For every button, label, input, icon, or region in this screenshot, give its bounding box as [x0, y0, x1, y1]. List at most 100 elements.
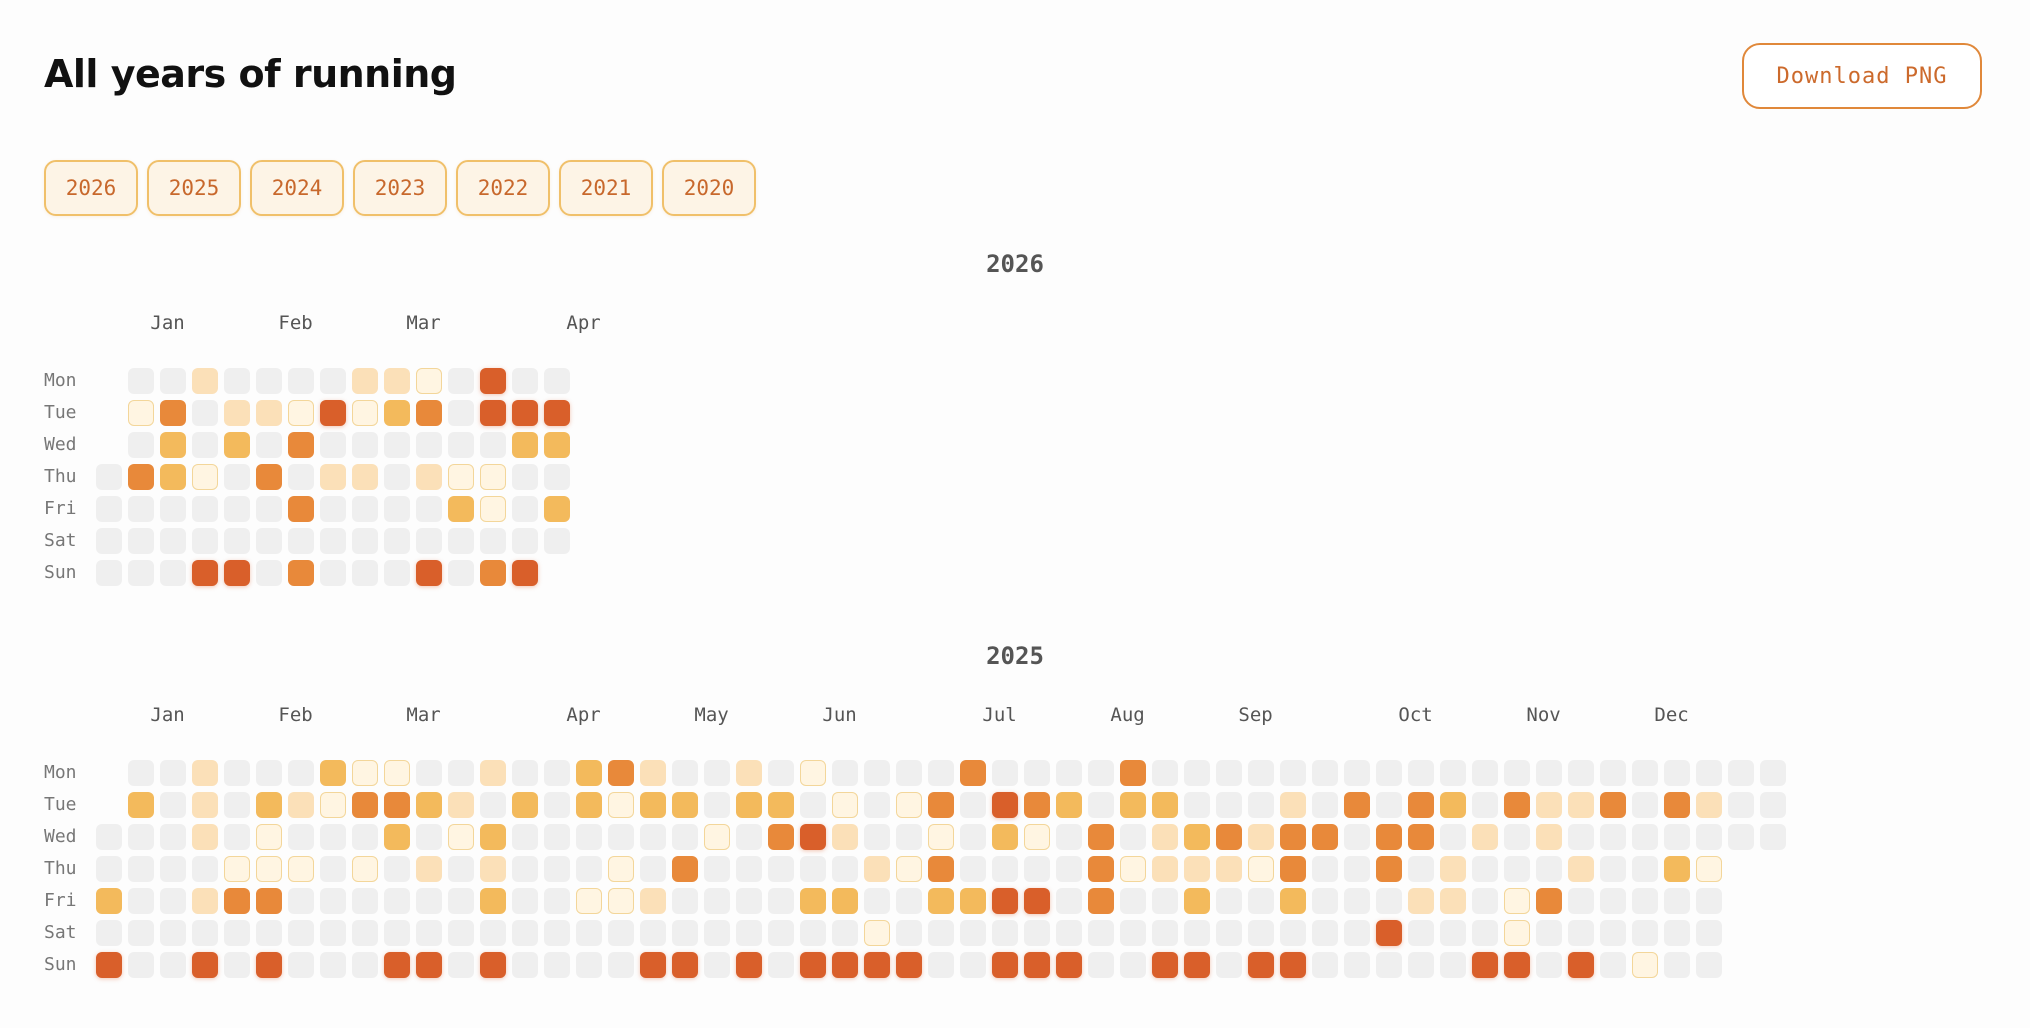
heatmap-cell[interactable] [480, 528, 506, 554]
heatmap-cell[interactable] [256, 760, 282, 786]
heatmap-cell[interactable] [1024, 824, 1050, 850]
heatmap-cell[interactable] [1696, 952, 1722, 978]
heatmap-cell[interactable] [1248, 952, 1274, 978]
heatmap-cell[interactable] [1216, 952, 1242, 978]
heatmap-cell[interactable] [1152, 760, 1178, 786]
heatmap-cell[interactable] [1728, 792, 1754, 818]
heatmap-cell[interactable] [1280, 952, 1306, 978]
heatmap-cell[interactable] [480, 368, 506, 394]
heatmap-cell[interactable] [832, 760, 858, 786]
heatmap-cell[interactable] [1184, 888, 1210, 914]
heatmap-cell[interactable] [544, 824, 570, 850]
heatmap-cell[interactable] [320, 952, 346, 978]
heatmap-cell[interactable] [1600, 792, 1626, 818]
heatmap-cell[interactable] [640, 952, 666, 978]
heatmap-cell[interactable] [256, 560, 282, 586]
heatmap-cell[interactable] [256, 952, 282, 978]
heatmap-cell[interactable] [352, 560, 378, 586]
heatmap-cell[interactable] [128, 760, 154, 786]
heatmap-cell[interactable] [864, 856, 890, 882]
heatmap-cell[interactable] [1024, 952, 1050, 978]
heatmap-cell[interactable] [192, 528, 218, 554]
heatmap-cell[interactable] [384, 856, 410, 882]
heatmap-cell[interactable] [768, 856, 794, 882]
heatmap-cell[interactable] [960, 792, 986, 818]
heatmap-cell[interactable] [1632, 888, 1658, 914]
heatmap-cell[interactable] [864, 952, 890, 978]
heatmap-cell[interactable] [96, 528, 122, 554]
heatmap-cell[interactable] [1024, 856, 1050, 882]
heatmap-cell[interactable] [800, 888, 826, 914]
heatmap-cell[interactable] [512, 952, 538, 978]
heatmap-cell[interactable] [1504, 824, 1530, 850]
heatmap-cell[interactable] [928, 888, 954, 914]
heatmap-cell[interactable] [224, 432, 250, 458]
heatmap-cell[interactable] [288, 792, 314, 818]
heatmap-cell[interactable] [544, 528, 570, 554]
heatmap-cell[interactable] [128, 432, 154, 458]
heatmap-cell[interactable] [384, 432, 410, 458]
heatmap-cell[interactable] [768, 792, 794, 818]
heatmap-cell[interactable] [704, 760, 730, 786]
heatmap-cell[interactable] [448, 856, 474, 882]
heatmap-cell[interactable] [1504, 920, 1530, 946]
heatmap-cell[interactable] [160, 400, 186, 426]
heatmap-cell[interactable] [320, 888, 346, 914]
year-tab-2022[interactable]: 2022 [456, 160, 550, 216]
heatmap-cell[interactable] [160, 792, 186, 818]
heatmap-cell[interactable] [416, 464, 442, 490]
heatmap-cell[interactable] [128, 888, 154, 914]
heatmap-cell[interactable] [768, 760, 794, 786]
heatmap-cell[interactable] [128, 528, 154, 554]
heatmap-cell[interactable] [1504, 888, 1530, 914]
heatmap-cell[interactable] [416, 792, 442, 818]
heatmap-cell[interactable] [992, 760, 1018, 786]
heatmap-cell[interactable] [128, 400, 154, 426]
heatmap-cell[interactable] [1376, 920, 1402, 946]
heatmap-cell[interactable] [512, 824, 538, 850]
heatmap-cell[interactable] [224, 920, 250, 946]
heatmap-cell[interactable] [224, 856, 250, 882]
heatmap-cell[interactable] [1728, 760, 1754, 786]
heatmap-cell[interactable] [352, 432, 378, 458]
heatmap-cell[interactable] [928, 760, 954, 786]
heatmap-cell[interactable] [736, 952, 762, 978]
heatmap-cell[interactable] [608, 952, 634, 978]
heatmap-cell[interactable] [352, 952, 378, 978]
heatmap-cell[interactable] [320, 528, 346, 554]
heatmap-cell[interactable] [1600, 888, 1626, 914]
heatmap-cell[interactable] [544, 888, 570, 914]
heatmap-cell[interactable] [448, 888, 474, 914]
heatmap-cell[interactable] [576, 952, 602, 978]
heatmap-cell[interactable] [192, 920, 218, 946]
heatmap-cell[interactable] [544, 368, 570, 394]
heatmap-cell[interactable] [1120, 824, 1146, 850]
heatmap-cell[interactable] [1568, 856, 1594, 882]
heatmap-cell[interactable] [480, 496, 506, 522]
heatmap-cell[interactable] [1216, 760, 1242, 786]
heatmap-cell[interactable] [1280, 856, 1306, 882]
heatmap-cell[interactable] [1472, 920, 1498, 946]
heatmap-cell[interactable] [928, 792, 954, 818]
heatmap-cell[interactable] [1568, 760, 1594, 786]
heatmap-cell[interactable] [416, 496, 442, 522]
heatmap-cell[interactable] [352, 824, 378, 850]
heatmap-cell[interactable] [1536, 920, 1562, 946]
heatmap-cell[interactable] [1536, 856, 1562, 882]
heatmap-cell[interactable] [288, 528, 314, 554]
heatmap-cell[interactable] [1664, 856, 1690, 882]
heatmap-cell[interactable] [1280, 888, 1306, 914]
heatmap-cell[interactable] [1600, 920, 1626, 946]
heatmap-cell[interactable] [832, 888, 858, 914]
heatmap-cell[interactable] [1344, 888, 1370, 914]
heatmap-cell[interactable] [1344, 920, 1370, 946]
heatmap-cell[interactable] [864, 792, 890, 818]
heatmap-cell[interactable] [832, 792, 858, 818]
heatmap-cell[interactable] [544, 952, 570, 978]
year-tab-2020[interactable]: 2020 [662, 160, 756, 216]
heatmap-cell[interactable] [960, 888, 986, 914]
heatmap-cell[interactable] [160, 368, 186, 394]
heatmap-cell[interactable] [576, 760, 602, 786]
heatmap-cell[interactable] [128, 824, 154, 850]
heatmap-cell[interactable] [416, 760, 442, 786]
